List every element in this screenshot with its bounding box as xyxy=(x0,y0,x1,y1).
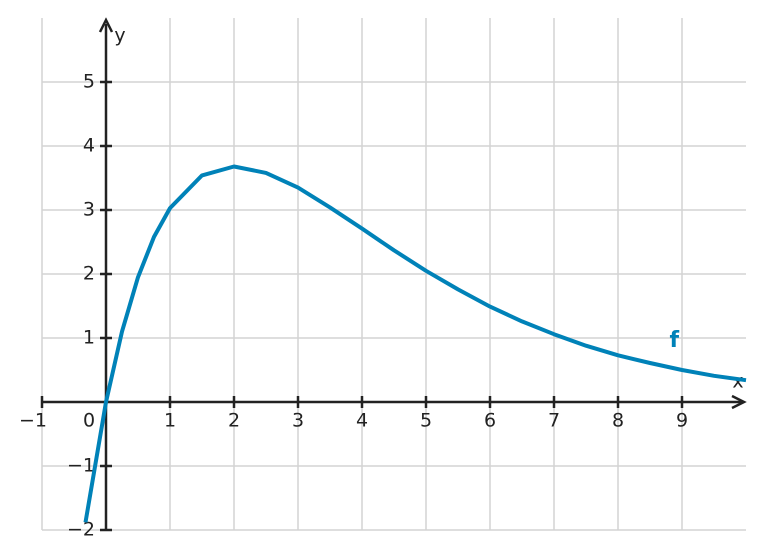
x-tick-label: 9 xyxy=(676,410,688,432)
x-tick-label: 4 xyxy=(356,410,368,432)
y-tick-label: −1 xyxy=(67,455,95,477)
y-tick-label: 4 xyxy=(83,135,95,157)
x-tick-label: 3 xyxy=(292,410,304,432)
y-arrow xyxy=(98,17,114,33)
x-tick-label: 8 xyxy=(612,410,624,432)
x-tick-label: −1 xyxy=(19,410,47,432)
y-tick-label: 3 xyxy=(83,199,95,221)
y-axis-label: y xyxy=(114,25,125,47)
x-tick-label: 2 xyxy=(228,410,240,432)
y-tick-label: −2 xyxy=(67,519,95,541)
x-tick-label: 7 xyxy=(548,410,560,432)
x-axis-label: x xyxy=(732,371,743,393)
function-curve xyxy=(83,164,747,523)
y-tick-label: 1 xyxy=(83,327,95,349)
x-tick-label: 1 xyxy=(164,410,176,432)
y-tick-label: 5 xyxy=(83,71,95,93)
x-tick-label: 5 xyxy=(420,410,432,432)
curve-label: f xyxy=(670,328,680,353)
x-tick-label: 0 xyxy=(83,410,95,432)
y-tick-label: 2 xyxy=(83,263,95,285)
x-tick-label: 6 xyxy=(484,410,496,432)
x-arrow xyxy=(731,394,747,410)
